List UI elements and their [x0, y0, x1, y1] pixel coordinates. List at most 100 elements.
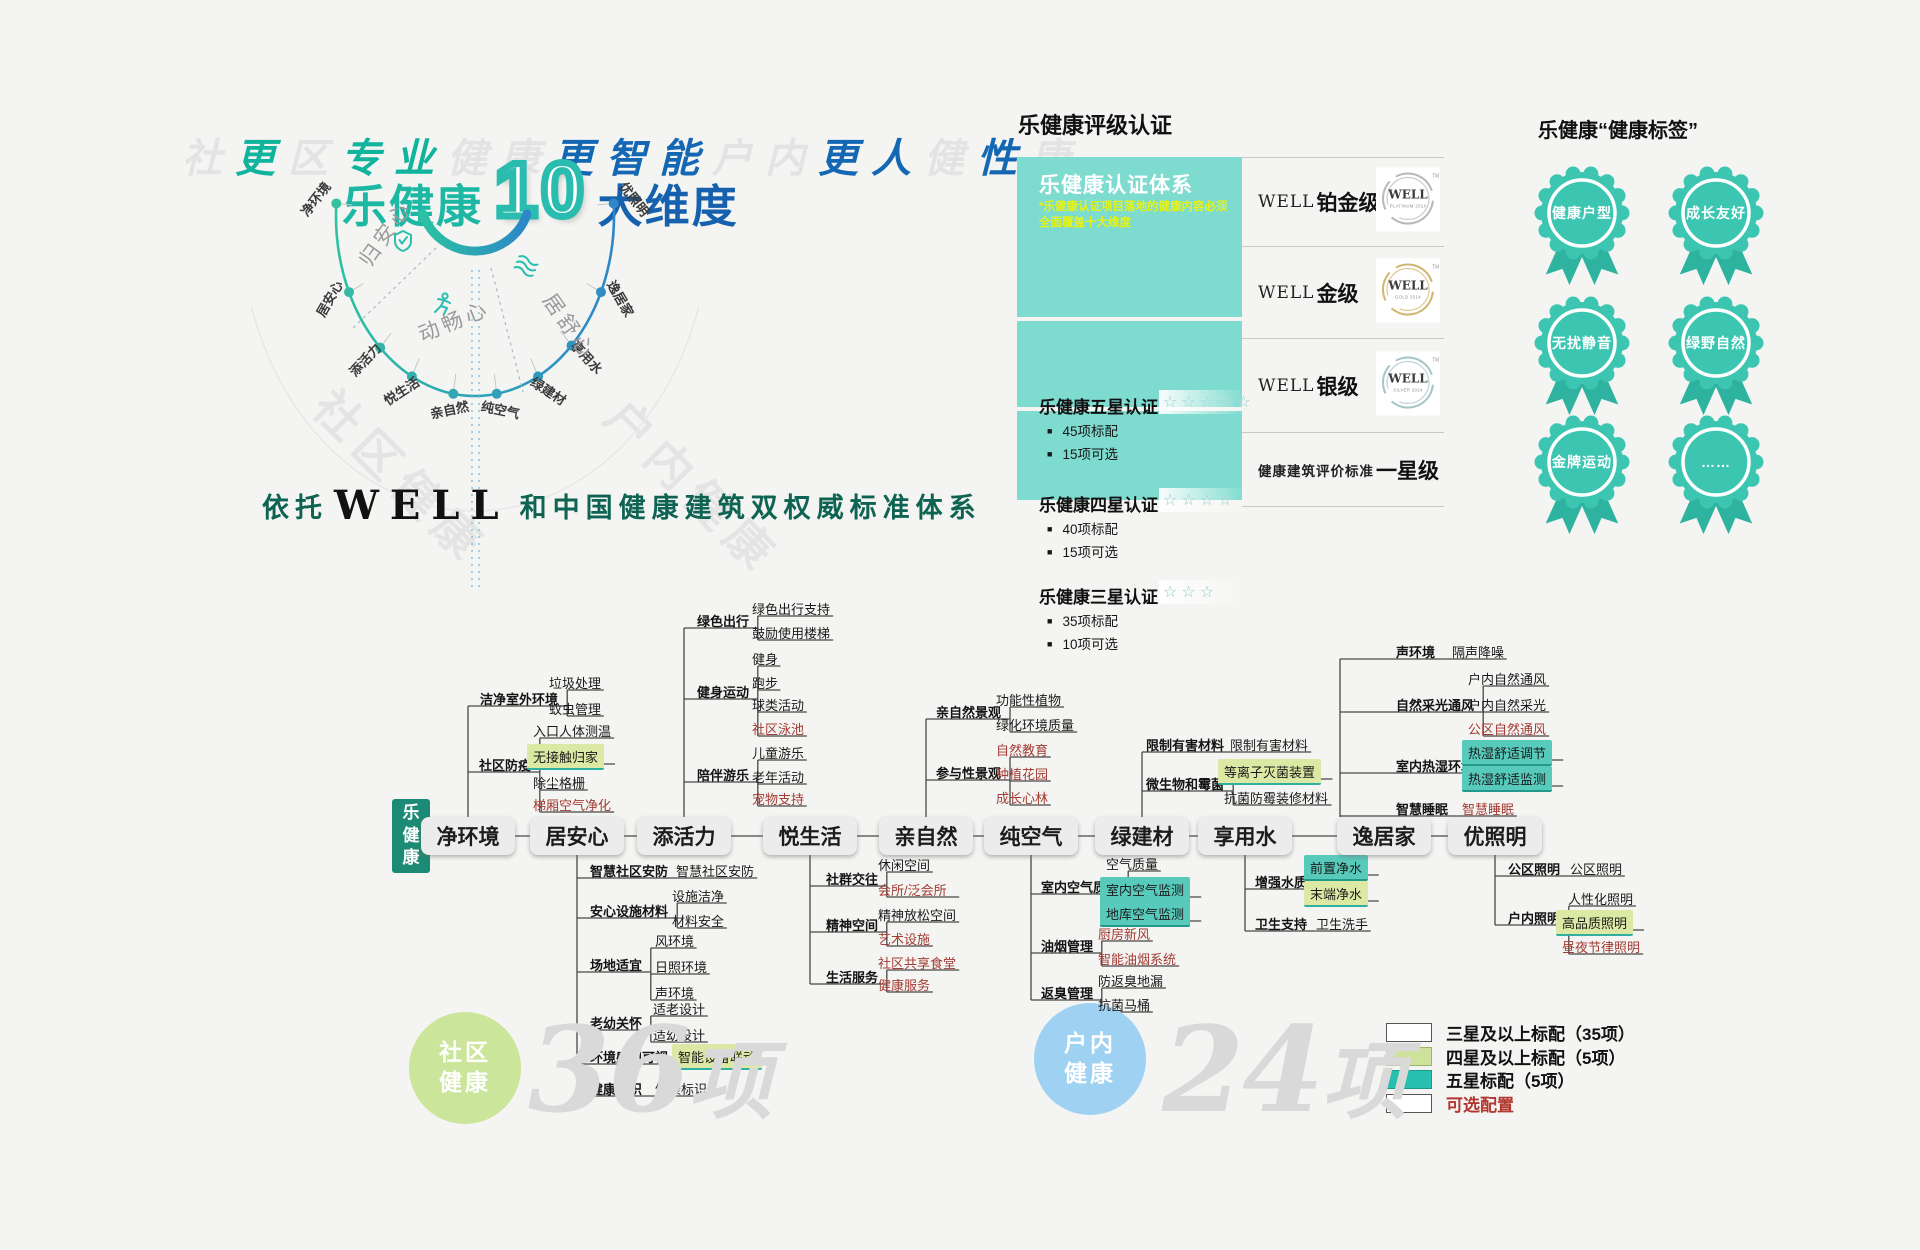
legend-row: 三星及以上标配（35项）: [1386, 1021, 1635, 1045]
mindmap-item-fourstar: 高品质照明: [1556, 910, 1634, 936]
seal-tm: TM: [1432, 357, 1439, 363]
dial-node-dot: [533, 371, 544, 382]
standards-slogan: 依托 WELL 和中国健康建筑双权威标准体系: [262, 482, 982, 529]
tier-stars: ☆☆☆☆: [1159, 488, 1246, 512]
square-bullet-icon: ■: [1047, 449, 1053, 459]
mindmap-item: 风环境: [655, 934, 695, 949]
mindmap-item: 垃圾处理: [549, 676, 602, 691]
ribbon-char: 专: [341, 137, 381, 181]
ribbon-char: 智: [606, 137, 646, 181]
mindmap-item-optional: 社区泳池: [752, 722, 805, 737]
mindmap-group-label: 亲自然景观: [936, 705, 1002, 720]
well-seal: WELL GOLD 2014 TM: [1376, 258, 1440, 327]
tier-item: ■ 40项标配: [1047, 522, 1118, 537]
badge-label: 无扰静音: [1551, 335, 1612, 351]
stat-circle-line: 健康: [439, 1069, 491, 1095]
mindmap-group-label: 环境感知可视: [590, 1050, 669, 1065]
mindmap-item-optional: 健康服务: [878, 978, 931, 993]
stat-circle-line: 健康: [1064, 1060, 1116, 1086]
slogan-suffix: 和中国健康建筑双权威标准体系: [519, 493, 982, 523]
mindmap-group-label: 户内照明: [1508, 911, 1561, 926]
mindmap-item: 鼓励使用楼梯: [752, 626, 831, 641]
certification-mapping-row: WELL 金级 WELL GOLD 2014 TM: [1242, 247, 1444, 339]
stat-circle-line: 户内: [1064, 1030, 1116, 1057]
medal-ring: [1681, 427, 1751, 497]
square-bullet-icon: ■: [1047, 524, 1053, 534]
seal-tm: TM: [1432, 264, 1439, 270]
square-bullet-icon: ■: [1047, 616, 1053, 626]
health-tags-title: 乐健康“健康标签”: [1538, 120, 1698, 142]
mindmap-item: 适老设计: [653, 1002, 706, 1017]
shield-check: [398, 236, 408, 245]
mindmap-item-fivestar: 地库空气监测: [1100, 901, 1191, 927]
mapping-grade: 铂金级: [1316, 192, 1380, 215]
mapping-standard-name: 健康建筑评价标准: [1258, 463, 1374, 479]
tier-item: ■ 15项可选: [1047, 545, 1118, 560]
legend-swatch: [1386, 1046, 1432, 1066]
mindmap-group-label: 微生物和霉菌: [1146, 777, 1225, 792]
seal-sub-text: PLATINUM 2014: [1390, 204, 1427, 209]
mapping-grade: 一星级: [1376, 459, 1439, 483]
mindmap-item-optional: 会所/泛会所: [878, 883, 947, 898]
mindmap-item: 隔声降噪: [1452, 645, 1505, 660]
legend-label: 可选配置: [1446, 1095, 1514, 1115]
dial-node-dot: [595, 287, 606, 298]
mindmap-group-label: 油烟管理: [1041, 939, 1094, 954]
legend-row: 可选配置: [1386, 1092, 1635, 1116]
seal-sub-text: SILVER 2014: [1393, 387, 1423, 392]
tier-name: 乐健康四星认证: [1039, 496, 1158, 515]
tier-stars: ☆☆☆☆☆: [1159, 390, 1251, 414]
mindmap-item-optional: 艺术设施: [878, 932, 931, 947]
medal-disc: [1675, 421, 1757, 503]
shield-icon: [394, 230, 412, 252]
mindmap-item-optional: 智慧睡眠: [1462, 802, 1515, 817]
dial-node-dot: [448, 388, 459, 399]
mindmap-item: 除尘格栅: [533, 776, 586, 791]
mindmap-item: 人性化照明: [1568, 892, 1634, 907]
mindmap-item: 限制有害材料: [1230, 738, 1309, 753]
mapping-standard-name: WELL: [1258, 375, 1315, 396]
runner-icon: [434, 292, 451, 315]
seal-ring: [1386, 267, 1430, 311]
dial-node-dot: [566, 340, 577, 351]
medal-ring: [1681, 308, 1751, 378]
mindmap-item: 老年活动: [752, 770, 805, 785]
mindmap-item: 休闲空间: [878, 858, 931, 873]
mindmap-group-label: 公区照明: [1508, 862, 1561, 877]
mindmap-item: 绿色出行支持: [752, 602, 831, 617]
mindmap-group-label: 社区防疫: [479, 758, 532, 773]
mindmap-group-label: 健身运动: [697, 685, 750, 700]
mindmap-group-label: 社群交往: [826, 872, 879, 887]
tier-stars: ☆☆☆: [1159, 580, 1246, 604]
star-icons: ☆☆☆☆☆: [1163, 394, 1255, 411]
health-tag-badge: 无扰静音: [1534, 296, 1630, 416]
shield-outline: [394, 230, 412, 252]
mapping-grade: 银级: [1316, 375, 1359, 399]
health-tag-badge: ……: [1668, 415, 1764, 535]
well-seal-icon: WELL SILVER 2014 TM: [1376, 351, 1440, 415]
mindmap-item-optional: 宠物支持: [752, 792, 805, 807]
dial-node-dot: [406, 371, 417, 382]
seal-well-text: WELL: [1387, 278, 1428, 292]
slogan-well: WELL: [334, 482, 510, 529]
root-char: 乐: [402, 802, 420, 822]
ribbon-char: 健: [924, 137, 964, 181]
stat-circle: 社区 健康: [409, 1012, 521, 1124]
waves-group: [513, 255, 539, 277]
certification-panel: 乐健康认证体系 *乐健康认证项目落地的健康内容必须全面覆盖十大维度 乐健康五星认…: [1017, 157, 1251, 652]
mindmap-item-optional: 梯厢空气净化: [533, 798, 612, 813]
mindmap-item-fivestar: 热湿舒适调节: [1462, 740, 1553, 766]
seal-ring: [1382, 356, 1434, 408]
wave-line: [513, 266, 534, 277]
mindmap-item: 卫生洗手: [1316, 917, 1369, 932]
well-seal-icon: WELL PLATINUM 2014 TM: [1376, 167, 1440, 232]
mindmap-item: 绿化环境质量: [996, 718, 1075, 733]
legend-swatch: [1386, 1070, 1432, 1090]
runner-head: [441, 292, 449, 300]
seal-well-text: WELL: [1387, 188, 1428, 202]
mindmap-item: 抗菌防霉装修材料: [1224, 791, 1329, 806]
title-brand: 乐健康: [342, 181, 484, 232]
mapping-standard-name: WELL: [1258, 192, 1315, 212]
dial-node-dot: [608, 198, 619, 209]
